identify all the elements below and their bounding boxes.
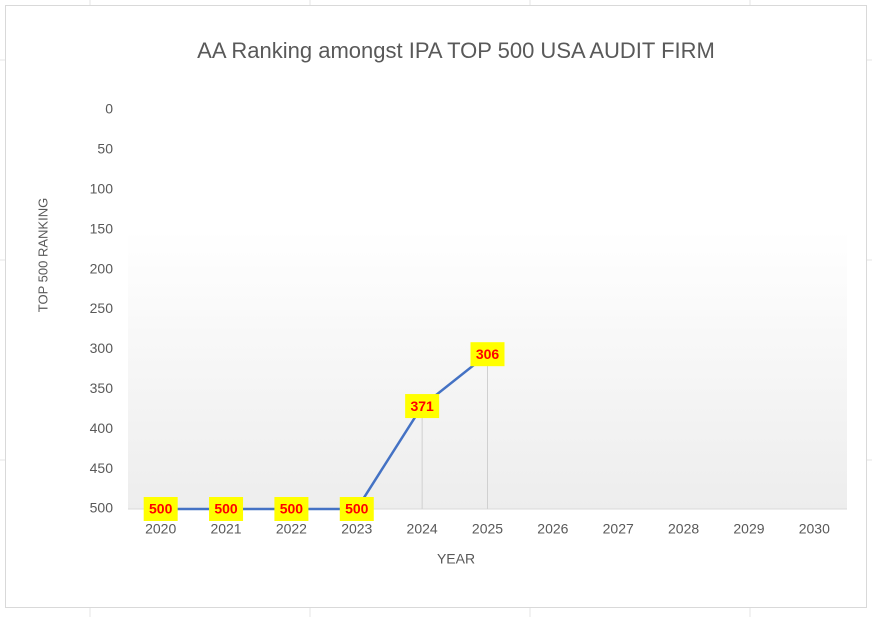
y-tick-label: 200 — [90, 260, 114, 276]
data-label: 306 — [476, 346, 500, 362]
y-tick-label: 300 — [90, 340, 114, 356]
y-tick-label: 50 — [97, 141, 113, 157]
x-tick-label: 2023 — [341, 521, 372, 537]
y-axis-label: TOP 500 RANKING — [35, 198, 50, 312]
y-tick-label: 400 — [90, 420, 114, 436]
y-tick-label: 150 — [90, 220, 114, 236]
x-tick-label: 2029 — [733, 521, 764, 537]
y-tick-label: 500 — [90, 500, 114, 516]
x-tick-label: 2024 — [407, 521, 438, 537]
x-tick-label: 2027 — [603, 521, 634, 537]
data-label: 500 — [280, 501, 304, 517]
x-tick-label: 2020 — [145, 521, 176, 537]
data-label: 500 — [214, 501, 238, 517]
data-label-box — [470, 342, 505, 367]
x-tick-label: 2022 — [276, 521, 307, 537]
chart-title: AA Ranking amongst IPA TOP 500 USA AUDIT… — [197, 38, 715, 63]
x-tick-label: 2025 — [472, 521, 503, 537]
y-tick-label: 0 — [105, 101, 113, 117]
data-label-box — [339, 497, 374, 521]
data-label-box — [209, 497, 244, 521]
y-tick-label: 100 — [90, 181, 114, 197]
y-tick-label: 350 — [90, 380, 114, 396]
data-label-box — [143, 497, 178, 521]
x-tick-label: 2021 — [210, 521, 241, 537]
y-tick-label: 450 — [90, 460, 114, 476]
data-label: 500 — [149, 501, 173, 517]
x-tick-label: 2028 — [668, 521, 699, 537]
x-tick-label: 2030 — [799, 521, 830, 537]
x-tick-label: 2026 — [537, 521, 568, 537]
x-axis-label: YEAR — [437, 551, 475, 567]
data-label: 500 — [345, 501, 369, 517]
data-label-box — [405, 394, 440, 419]
data-label: 371 — [410, 398, 434, 414]
y-tick-label: 250 — [90, 300, 114, 316]
data-label-box — [274, 497, 309, 521]
